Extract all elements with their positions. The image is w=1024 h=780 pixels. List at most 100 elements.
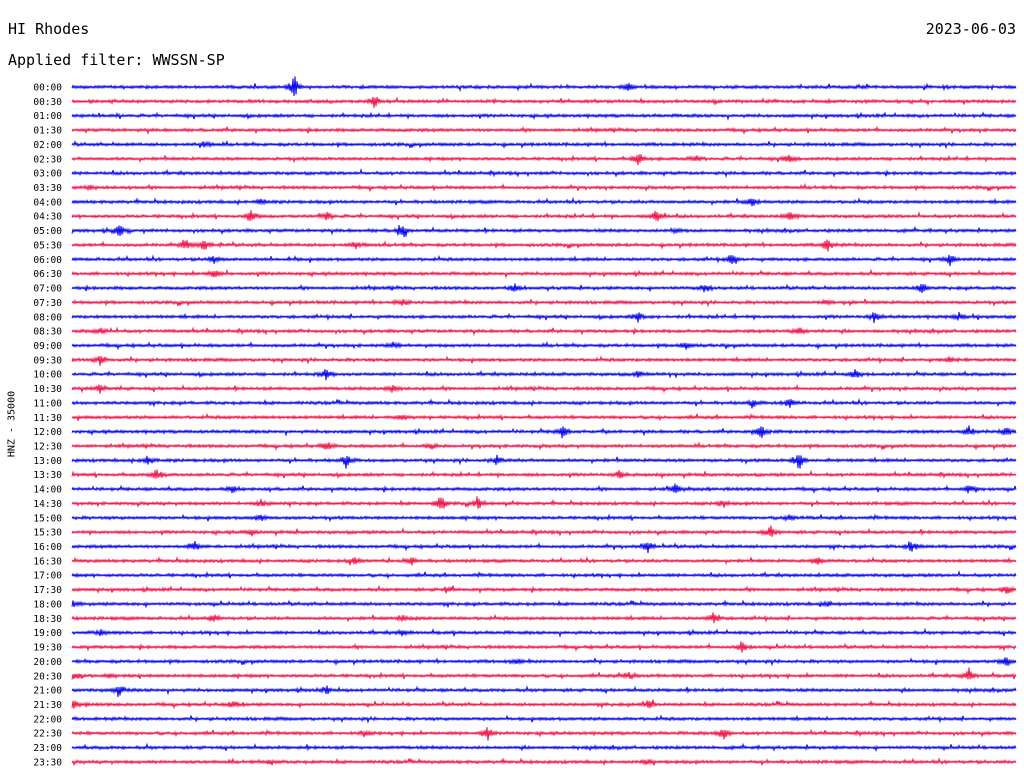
seismic-trace: [71, 254, 1017, 267]
row-time-label: 08:00: [33, 312, 62, 323]
seismic-trace: [71, 441, 1017, 451]
seismic-trace: [71, 111, 1017, 121]
row-time-label: 00:30: [33, 97, 62, 108]
row-time-label: 12:30: [33, 442, 62, 453]
seismic-trace: [71, 699, 1017, 710]
seismic-trace: [71, 283, 1017, 294]
row-time-label: 07:30: [33, 298, 62, 309]
seismic-trace: [71, 298, 1017, 308]
row-time-label: 09:30: [33, 355, 62, 366]
filter-label: Applied filter: WWSSN-SP: [8, 51, 225, 69]
row-time-label: 22:30: [33, 729, 62, 740]
row-time-label: 00:00: [33, 83, 62, 94]
seismic-trace: [71, 239, 1017, 252]
seismic-trace: [71, 139, 1017, 150]
seismic-trace: [71, 311, 1017, 324]
row-time-label: 10:30: [33, 384, 62, 395]
row-time-label: 19:30: [33, 643, 62, 654]
seismic-trace: [71, 483, 1017, 495]
row-time-label: 14:30: [33, 499, 62, 510]
seismic-trace: [71, 340, 1017, 351]
seismic-trace: [71, 96, 1017, 108]
row-time-label: 13:00: [33, 456, 62, 467]
row-time-label: 23:30: [33, 757, 62, 768]
seismic-trace: [71, 412, 1017, 422]
seismic-trace: [71, 667, 1017, 681]
seismic-trace: [71, 541, 1017, 553]
seismic-trace: [71, 383, 1017, 394]
seismic-trace: [71, 641, 1017, 653]
seismic-trace: [71, 612, 1017, 624]
seismic-trace: [71, 268, 1017, 279]
row-time-label: 13:30: [33, 470, 62, 481]
seismic-trace: [71, 496, 1017, 509]
row-time-label: 16:30: [33, 556, 62, 567]
seismic-trace: [71, 599, 1017, 609]
seismic-trace: [71, 756, 1017, 767]
row-time-label: 01:30: [33, 126, 62, 137]
seismic-trace: [71, 727, 1017, 741]
seismic-trace: [71, 570, 1017, 580]
row-time-label: 17:30: [33, 585, 62, 596]
row-time-label: 17:00: [33, 571, 62, 582]
seismic-trace: [71, 714, 1017, 724]
row-time-label: 21:00: [33, 686, 62, 697]
row-time-label: 05:30: [33, 240, 62, 251]
row-time-label: 20:30: [33, 671, 62, 682]
row-time-label: 19:00: [33, 628, 62, 639]
row-time-label: 16:00: [33, 542, 62, 553]
row-time-label: 21:30: [33, 700, 62, 711]
row-time-label: 18:00: [33, 599, 62, 610]
row-time-label: 09:00: [33, 341, 62, 352]
row-time-label: 04:00: [33, 197, 62, 208]
row-time-label: 23:00: [33, 743, 62, 754]
seismic-trace: [71, 397, 1017, 409]
row-time-label: 03:30: [33, 183, 62, 194]
row-time-label: 15:30: [33, 528, 62, 539]
seismic-trace: [71, 182, 1017, 193]
seismic-trace: [71, 469, 1017, 480]
row-time-label: 22:00: [33, 714, 62, 725]
seismic-trace: [71, 125, 1017, 136]
seismic-trace: [71, 154, 1017, 166]
row-time-label: 14:00: [33, 485, 62, 496]
row-time-label: 08:30: [33, 327, 62, 338]
seismic-trace: [71, 167, 1017, 179]
row-time-label: 03:00: [33, 169, 62, 180]
row-time-label: 02:30: [33, 154, 62, 165]
seismic-trace: [71, 425, 1017, 439]
seismic-trace: [71, 224, 1017, 238]
row-time-label: 05:00: [33, 226, 62, 237]
row-time-label: 04:30: [33, 212, 62, 223]
seismic-trace: [71, 355, 1017, 366]
seismic-trace: [71, 513, 1017, 523]
row-time-label: 01:00: [33, 111, 62, 122]
station-title: HI Rhodes: [8, 20, 90, 38]
seismic-trace: [71, 76, 1017, 96]
row-time-label: 12:00: [33, 427, 62, 438]
seismic-trace: [71, 326, 1017, 337]
row-time-label: 02:00: [33, 140, 62, 151]
row-time-label: 10:00: [33, 370, 62, 381]
row-time-label: 20:00: [33, 657, 62, 668]
seismic-trace: [71, 555, 1017, 566]
row-time-label: 11:00: [33, 398, 62, 409]
row-time-label: 18:30: [33, 614, 62, 625]
seismic-trace: [71, 627, 1017, 638]
row-time-label: 06:30: [33, 269, 62, 280]
seismic-trace: [71, 685, 1017, 698]
seismic-trace: [71, 210, 1017, 222]
date-label: 2023-06-03: [925, 20, 1016, 38]
row-time-label: 15:00: [33, 513, 62, 524]
row-time-label: 11:30: [33, 413, 62, 424]
seismic-trace: [71, 742, 1017, 753]
seismic-trace: [71, 196, 1017, 207]
seismic-trace: [71, 454, 1017, 469]
seismic-trace: [71, 369, 1017, 381]
seismic-trace: [71, 657, 1017, 667]
seismic-trace: [71, 525, 1017, 537]
row-time-label: 07:00: [33, 284, 62, 295]
seismic-trace: [71, 584, 1017, 595]
row-time-label: 06:00: [33, 255, 62, 266]
